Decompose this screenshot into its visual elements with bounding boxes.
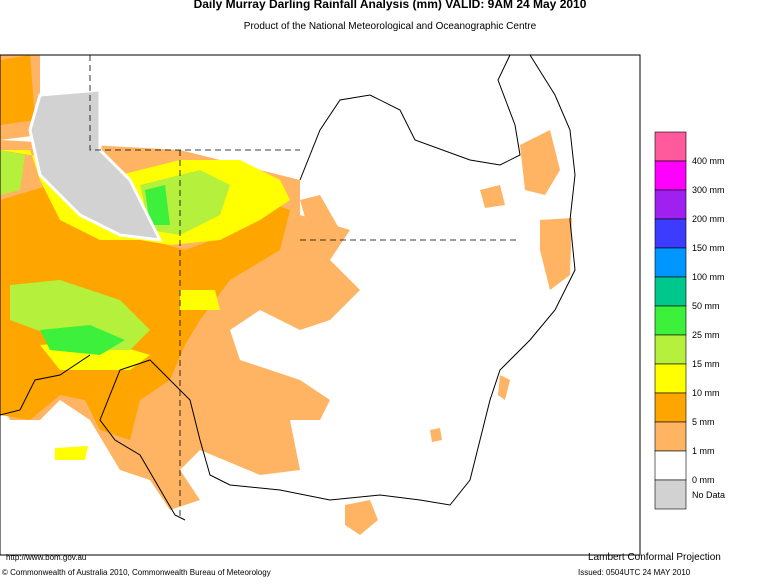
legend-label: 300 mm — [692, 185, 725, 195]
rain-25mm — [40, 185, 170, 355]
title: Daily Murray Darling Rainfall Analysis (… — [194, 0, 587, 11]
rain-1mm — [300, 130, 572, 535]
legend-swatch — [654, 247, 687, 278]
legend-swatch — [654, 334, 687, 365]
legend-label: 100 mm — [692, 272, 725, 282]
legend-label: 1 mm — [692, 446, 715, 456]
legend-label: 5 mm — [692, 417, 715, 427]
legend-swatch — [654, 421, 687, 452]
legend-swatch — [654, 450, 687, 481]
rain-10mm — [0, 150, 290, 460]
legend-swatch — [654, 392, 687, 423]
legend-swatch — [654, 131, 687, 162]
legend-swatch — [654, 305, 687, 336]
boundaries — [0, 54, 576, 521]
legend-label: 0 mm — [692, 475, 715, 485]
legend-swatch — [654, 218, 687, 249]
legend-swatch — [654, 363, 687, 394]
legend-label: 200 mm — [692, 214, 725, 224]
url: http://www.bom.gov.au — [6, 553, 86, 562]
legend-label: 150 mm — [692, 243, 725, 253]
subtitle: Product of the National Meteorological a… — [244, 21, 537, 32]
legend: 400 mm 300 mm 200 mm 150 mm 100 mm 50 mm 25 mm… — [654, 131, 725, 510]
legend-swatch — [654, 189, 687, 220]
no-data-area — [28, 88, 163, 242]
legend-label: 15 mm — [692, 359, 720, 369]
legend-swatch — [654, 479, 687, 510]
legend-label: 400 mm — [692, 156, 725, 166]
rain-15mm — [0, 150, 230, 350]
legend-swatch — [654, 276, 687, 307]
copyright: © Commonwealth of Australia 2010, Common… — [2, 568, 271, 577]
state-borders — [89, 55, 520, 520]
legend-label: No Data — [692, 490, 725, 500]
legend-label: 25 mm — [692, 330, 720, 340]
map-frame — [0, 54, 641, 556]
projection: Lambert Conformal Projection — [588, 552, 721, 563]
legend-swatch — [654, 160, 687, 191]
legend-label: 50 mm — [692, 301, 720, 311]
map — [0, 54, 641, 556]
legend-label: 10 mm — [692, 388, 720, 398]
issued: Issued: 0504UTC 24 MAY 2010 — [578, 568, 691, 577]
